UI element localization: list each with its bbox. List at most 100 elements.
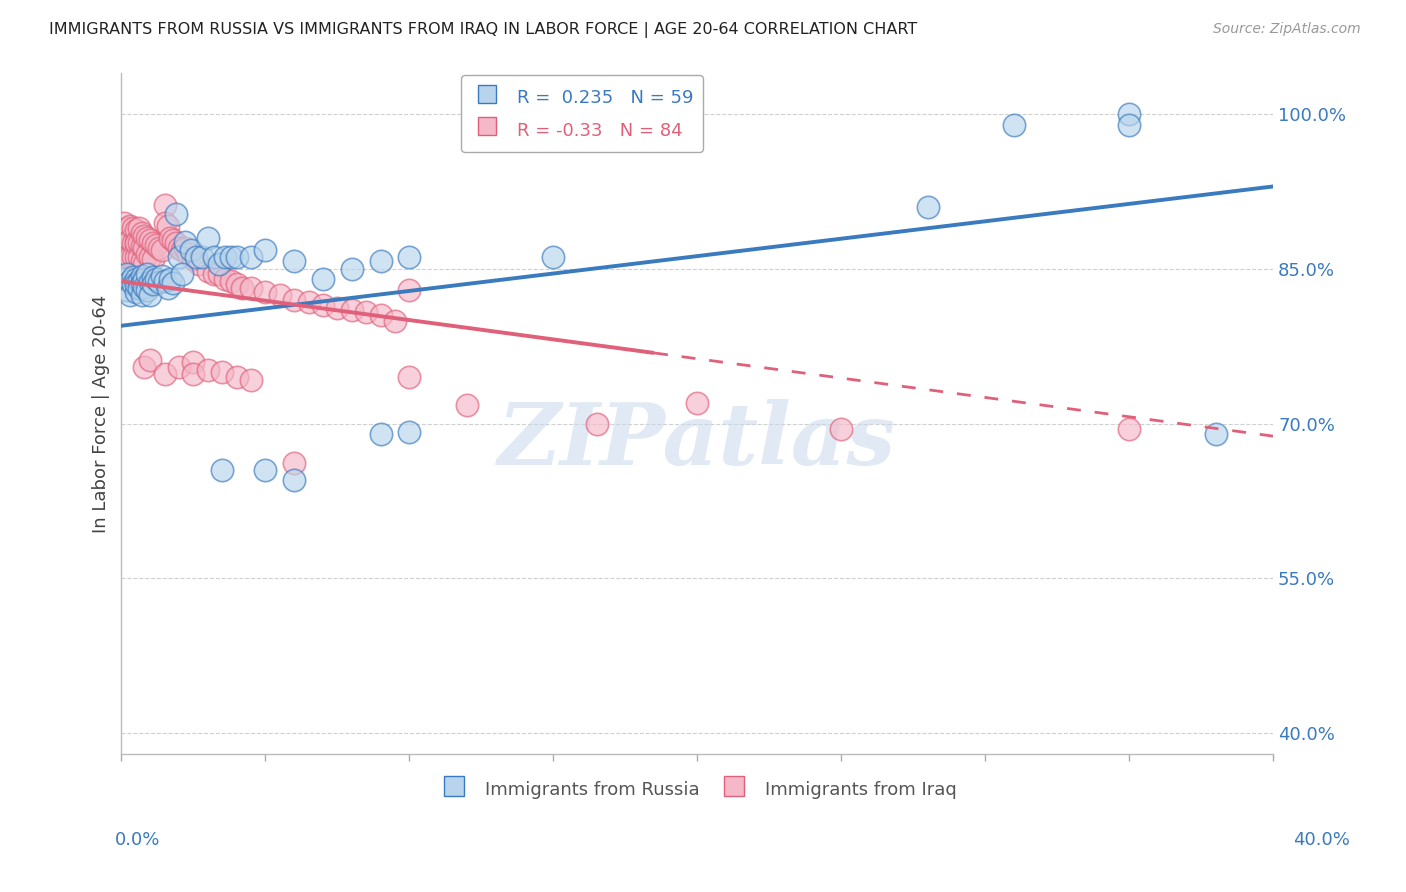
Point — [283, 293, 305, 307]
Point — [139, 352, 162, 367]
Point — [297, 295, 319, 310]
Point — [139, 287, 162, 301]
Point — [115, 236, 138, 251]
Point — [1118, 422, 1140, 436]
Point — [153, 198, 176, 212]
Point — [240, 250, 263, 264]
Point — [240, 280, 263, 294]
Point — [115, 220, 138, 235]
Point — [173, 241, 195, 255]
Point — [125, 272, 148, 286]
Point — [191, 250, 214, 264]
Point — [219, 250, 242, 264]
Point — [202, 267, 225, 281]
Point — [176, 246, 198, 260]
Point — [197, 264, 219, 278]
Point — [128, 274, 150, 288]
Point — [254, 463, 277, 477]
Point — [142, 236, 165, 251]
Point — [167, 250, 190, 264]
Point — [686, 396, 709, 410]
Point — [1118, 107, 1140, 121]
Point — [139, 250, 162, 264]
Point — [170, 244, 193, 258]
Point — [148, 241, 170, 255]
Point — [219, 274, 242, 288]
Point — [120, 274, 142, 288]
Point — [183, 368, 205, 382]
Point — [254, 285, 277, 299]
Point — [122, 277, 145, 292]
Point — [398, 250, 420, 264]
Point — [197, 231, 219, 245]
Point — [340, 303, 363, 318]
Point — [150, 244, 173, 258]
Point — [153, 368, 176, 382]
Point — [585, 417, 607, 431]
Point — [153, 274, 176, 288]
Point — [131, 287, 153, 301]
Text: IMMIGRANTS FROM RUSSIA VS IMMIGRANTS FROM IRAQ IN LABOR FORCE | AGE 20-64 CORREL: IMMIGRANTS FROM RUSSIA VS IMMIGRANTS FRO… — [49, 22, 918, 38]
Point — [136, 283, 159, 297]
Point — [150, 269, 173, 284]
Point — [340, 262, 363, 277]
Point — [115, 283, 138, 297]
Point — [125, 223, 148, 237]
Point — [139, 233, 162, 247]
Point — [1205, 427, 1227, 442]
Point — [165, 236, 187, 251]
Point — [120, 287, 142, 301]
Point — [283, 456, 305, 470]
Point — [186, 250, 208, 264]
Point — [122, 270, 145, 285]
Point — [153, 216, 176, 230]
Point — [122, 236, 145, 251]
Point — [136, 246, 159, 260]
Point — [398, 370, 420, 384]
Point — [145, 238, 167, 252]
Point — [122, 250, 145, 264]
Point — [142, 270, 165, 285]
Point — [162, 277, 184, 291]
Point — [136, 267, 159, 281]
Point — [115, 267, 138, 281]
Point — [159, 231, 181, 245]
Point — [326, 301, 349, 316]
Point — [211, 463, 233, 477]
Point — [134, 241, 156, 255]
Point — [148, 276, 170, 290]
Point — [115, 250, 138, 264]
Point — [139, 276, 162, 290]
Point — [312, 298, 335, 312]
Legend: Immigrants from Russia, Immigrants from Iraq: Immigrants from Russia, Immigrants from … — [430, 770, 963, 810]
Point — [112, 272, 135, 286]
Point — [225, 370, 247, 384]
Point — [120, 250, 142, 264]
Point — [208, 267, 231, 281]
Point — [225, 250, 247, 264]
Point — [354, 305, 377, 319]
Point — [162, 233, 184, 247]
Point — [131, 277, 153, 291]
Point — [370, 309, 392, 323]
Point — [142, 277, 165, 292]
Text: 40.0%: 40.0% — [1294, 831, 1350, 849]
Point — [231, 280, 253, 294]
Point — [269, 287, 291, 301]
Point — [134, 359, 156, 374]
Text: 0.0%: 0.0% — [115, 831, 160, 849]
Point — [122, 220, 145, 235]
Point — [240, 373, 263, 387]
Point — [370, 253, 392, 268]
Point — [188, 257, 211, 271]
Point — [214, 250, 236, 264]
Point — [125, 250, 148, 264]
Point — [167, 359, 190, 374]
Point — [120, 233, 142, 247]
Point — [197, 363, 219, 377]
Point — [120, 219, 142, 233]
Point — [125, 277, 148, 292]
Point — [165, 207, 187, 221]
Point — [202, 250, 225, 264]
Point — [254, 244, 277, 258]
